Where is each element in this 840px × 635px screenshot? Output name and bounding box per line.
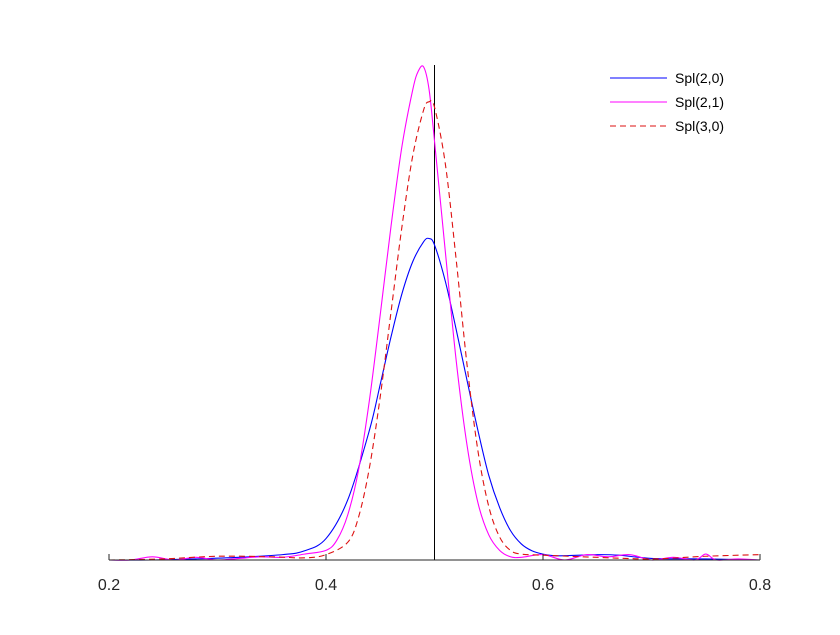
x-tick-label: 0.8 xyxy=(749,577,771,594)
x-tick-label: 0.2 xyxy=(98,577,120,594)
legend-label: Spl(2,0) xyxy=(675,70,724,86)
series-line-1 xyxy=(108,237,761,561)
legend-label: Spl(3,0) xyxy=(675,118,724,134)
x-tick-label: 0.6 xyxy=(532,577,554,594)
series-layer xyxy=(108,65,761,561)
series-line-3 xyxy=(108,99,761,561)
x-tick-label: 0.4 xyxy=(315,577,337,594)
legend: Spl(2,0) Spl(2,1) Spl(3,0) xyxy=(610,70,724,134)
legend-label: Spl(2,1) xyxy=(675,94,724,110)
x-axis: 0.2 0.4 0.6 0.8 xyxy=(98,554,771,594)
